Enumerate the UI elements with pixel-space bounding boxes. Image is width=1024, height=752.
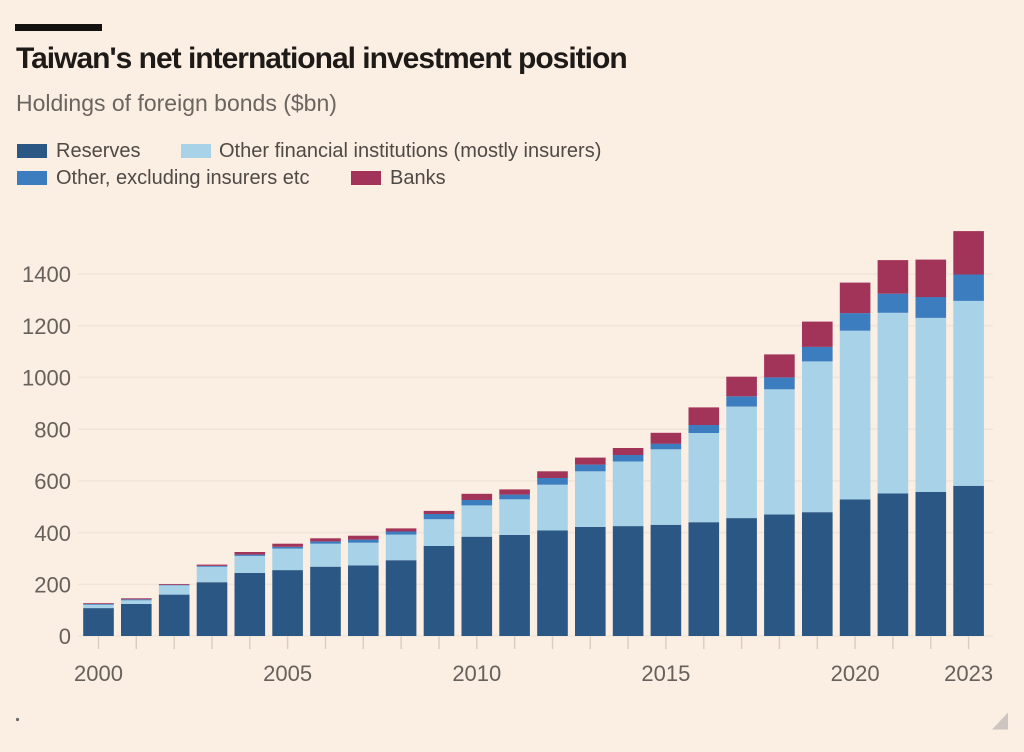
svg-text:2020: 2020 bbox=[831, 661, 880, 686]
svg-text:1200: 1200 bbox=[22, 314, 71, 339]
svg-text:2005: 2005 bbox=[263, 661, 312, 686]
svg-text:600: 600 bbox=[34, 469, 71, 494]
svg-text:1000: 1000 bbox=[22, 366, 71, 391]
svg-text:800: 800 bbox=[34, 417, 71, 442]
svg-text:0: 0 bbox=[59, 624, 71, 649]
svg-text:1400: 1400 bbox=[22, 262, 71, 287]
svg-text:200: 200 bbox=[34, 573, 71, 598]
svg-text:2023: 2023 bbox=[944, 661, 993, 686]
svg-text:400: 400 bbox=[34, 521, 71, 546]
svg-text:2015: 2015 bbox=[641, 661, 690, 686]
svg-text:2000: 2000 bbox=[74, 661, 123, 686]
svg-text:2010: 2010 bbox=[452, 661, 501, 686]
